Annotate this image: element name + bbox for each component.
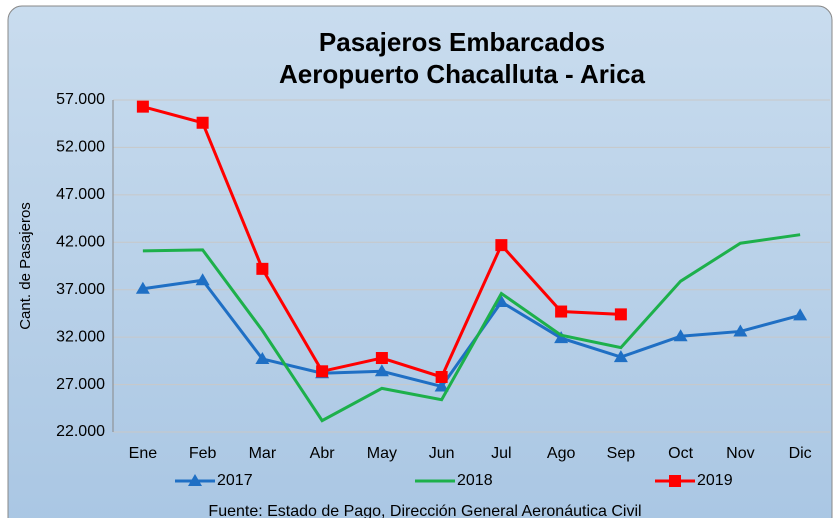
x-tick-label: Jun [429, 445, 455, 462]
y-tick-label: 52.000 [56, 139, 105, 156]
point-marker [495, 239, 507, 251]
page: Pasajeros Embarcados Aeropuerto Chacallu… [0, 0, 834, 518]
y-axis-label: Cant. de Pasajeros [17, 202, 34, 330]
point-marker [256, 263, 268, 275]
chart: Pasajeros Embarcados Aeropuerto Chacallu… [0, 0, 834, 518]
x-tick-label: Oct [668, 445, 693, 462]
x-tick-label: Abr [310, 445, 336, 462]
y-tick-label: 27.000 [56, 376, 105, 393]
x-tick-label: Ago [547, 445, 576, 462]
x-tick-label: May [367, 445, 397, 462]
x-tick-label: Sep [607, 445, 636, 462]
point-marker [555, 306, 567, 318]
x-tick-label: Ene [129, 445, 158, 462]
x-tick-label: Nov [726, 445, 754, 462]
y-tick-label: 22.000 [56, 423, 105, 440]
point-marker [376, 352, 388, 364]
point-marker [316, 365, 328, 377]
point-marker [137, 101, 149, 113]
y-tick-label: 57.000 [56, 91, 105, 108]
y-tick-label: 32.000 [56, 328, 105, 345]
chart-title: Aeropuerto Chacalluta - Arica [279, 59, 646, 89]
chart-title: Pasajeros Embarcados [319, 27, 605, 57]
source-note: Fuente: Estado de Pago, Dirección Genera… [208, 503, 641, 518]
x-tick-label: Dic [789, 445, 812, 462]
y-tick-label: 47.000 [56, 186, 105, 203]
legend-label: 2018 [457, 472, 493, 489]
x-tick-label: Mar [249, 445, 277, 462]
y-tick-label: 37.000 [56, 281, 105, 298]
point-marker [615, 308, 627, 320]
legend-marker [669, 475, 681, 487]
legend-label: 2017 [217, 472, 253, 489]
x-tick-label: Jul [491, 445, 511, 462]
point-marker [436, 371, 448, 383]
x-tick-label: Feb [189, 445, 217, 462]
point-marker [197, 117, 209, 129]
legend-label: 2019 [697, 472, 733, 489]
y-tick-label: 42.000 [56, 234, 105, 251]
